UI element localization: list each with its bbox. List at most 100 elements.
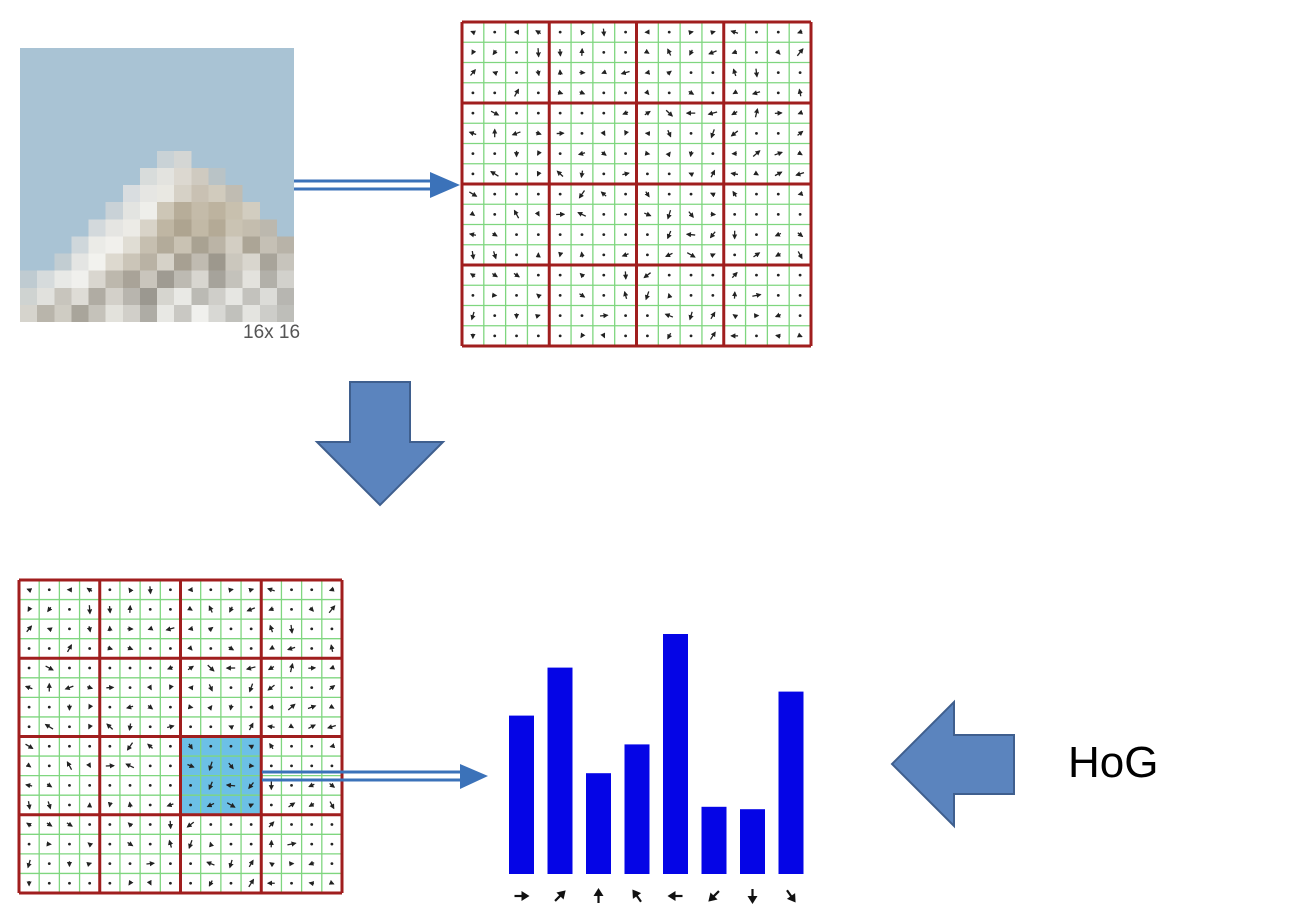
pixel bbox=[208, 253, 226, 271]
pixel bbox=[105, 82, 124, 100]
pixel bbox=[157, 82, 175, 100]
pixel bbox=[242, 48, 261, 66]
pixel bbox=[208, 270, 226, 289]
pixel bbox=[225, 133, 243, 152]
pixel bbox=[208, 167, 226, 186]
pixel bbox=[54, 185, 72, 203]
histogram-bar bbox=[586, 773, 611, 874]
pixel bbox=[174, 304, 192, 322]
pixel bbox=[157, 253, 175, 271]
pixel bbox=[208, 150, 226, 169]
pixel bbox=[191, 99, 209, 117]
pixel bbox=[276, 287, 294, 306]
pixel bbox=[174, 99, 192, 117]
pixel bbox=[174, 287, 192, 306]
pixel bbox=[88, 167, 106, 186]
pixel bbox=[225, 116, 243, 134]
pixel bbox=[157, 99, 175, 117]
pixel bbox=[88, 82, 106, 100]
pixel bbox=[139, 202, 158, 220]
pixel bbox=[37, 253, 55, 271]
pixel bbox=[122, 133, 141, 152]
pixel bbox=[157, 65, 175, 83]
gradient-grid-bottom bbox=[17, 578, 344, 895]
pixel bbox=[276, 202, 294, 220]
arrow-northwest-icon bbox=[632, 889, 642, 903]
pixel bbox=[122, 116, 141, 134]
pixel bbox=[259, 219, 278, 237]
pixel bbox=[54, 65, 72, 83]
pixel bbox=[157, 270, 175, 289]
pixel bbox=[208, 65, 226, 83]
pixel bbox=[105, 133, 124, 152]
pixel bbox=[105, 253, 124, 271]
pixel bbox=[157, 185, 175, 203]
pixel bbox=[105, 202, 124, 220]
pixel bbox=[88, 133, 106, 152]
pixel bbox=[88, 48, 106, 66]
pixel bbox=[122, 150, 141, 169]
histogram-bar bbox=[701, 806, 727, 874]
pixel bbox=[37, 150, 55, 169]
pixel bbox=[71, 270, 89, 289]
pixel bbox=[225, 219, 243, 237]
pixel bbox=[174, 270, 192, 289]
pixel bbox=[191, 133, 209, 152]
pixel bbox=[105, 167, 124, 186]
pixel bbox=[54, 133, 72, 152]
pixel bbox=[105, 304, 124, 322]
pixel bbox=[174, 48, 192, 66]
histogram-direction-icons bbox=[514, 888, 796, 904]
pixel bbox=[242, 82, 261, 100]
pixel bbox=[225, 270, 243, 289]
pixel bbox=[208, 287, 226, 306]
pixel bbox=[259, 48, 278, 66]
pixel bbox=[242, 65, 261, 83]
pixel bbox=[157, 219, 175, 237]
pixel bbox=[174, 116, 192, 134]
pixel bbox=[37, 99, 55, 117]
pixel bbox=[105, 287, 124, 306]
arrow-southeast-icon bbox=[786, 889, 796, 903]
pixel bbox=[37, 116, 55, 134]
pixel bbox=[88, 99, 106, 117]
pixel bbox=[88, 304, 106, 322]
histogram-bar bbox=[663, 634, 688, 874]
pixel bbox=[139, 99, 158, 117]
pixel bbox=[54, 48, 72, 66]
pixel bbox=[37, 133, 55, 152]
arrow-northeast-icon bbox=[554, 890, 566, 902]
pixel bbox=[259, 253, 278, 271]
pixel bbox=[174, 150, 192, 169]
pixel bbox=[71, 48, 89, 66]
pixel bbox=[71, 116, 89, 134]
pixel bbox=[208, 202, 226, 220]
pixel bbox=[20, 150, 38, 169]
histogram-bar bbox=[740, 809, 765, 874]
pixel bbox=[208, 236, 226, 254]
pixel bbox=[259, 65, 278, 83]
pixel bbox=[71, 202, 89, 220]
pixel bbox=[208, 82, 226, 100]
pixel bbox=[276, 304, 294, 322]
flow-arrow-to-grid bbox=[294, 172, 460, 198]
pixel bbox=[191, 202, 209, 220]
pixel bbox=[242, 219, 261, 237]
pixel bbox=[174, 65, 192, 83]
pixel bbox=[242, 185, 261, 203]
pixel bbox=[276, 133, 294, 152]
pixel bbox=[88, 65, 106, 83]
pixel bbox=[37, 82, 55, 100]
pixel bbox=[20, 185, 38, 203]
arrow-southwest-icon bbox=[708, 890, 720, 902]
arrow-south-icon bbox=[747, 889, 758, 904]
input-image-patch bbox=[20, 48, 294, 322]
pixel bbox=[276, 116, 294, 134]
pixel bbox=[88, 150, 106, 169]
pixel bbox=[122, 99, 141, 117]
pixel bbox=[242, 270, 261, 289]
pixel bbox=[174, 253, 192, 271]
pixel bbox=[259, 82, 278, 100]
pixel bbox=[191, 287, 209, 306]
flow-arrow-to-histogram bbox=[262, 764, 488, 789]
